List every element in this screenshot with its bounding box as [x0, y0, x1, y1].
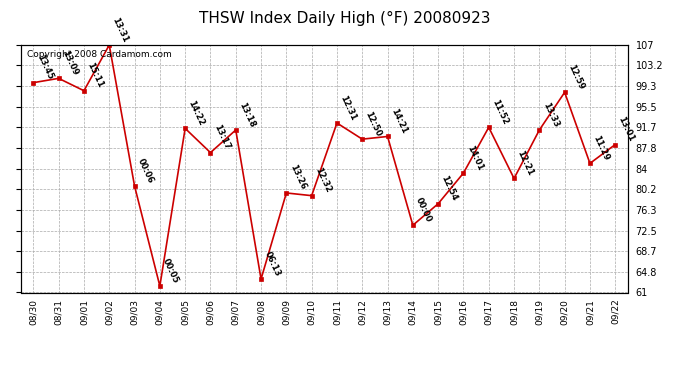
Text: 13:33: 13:33 — [541, 101, 560, 129]
Text: 12:32: 12:32 — [313, 166, 333, 194]
Text: 13:09: 13:09 — [60, 49, 79, 77]
Text: 12:50: 12:50 — [364, 110, 383, 138]
Text: 11:29: 11:29 — [591, 134, 611, 162]
Text: 15:11: 15:11 — [86, 61, 105, 89]
Text: 12:54: 12:54 — [440, 174, 459, 202]
Text: 13:01: 13:01 — [617, 115, 636, 143]
Text: 13:17: 13:17 — [212, 123, 231, 151]
Text: THSW Index Daily High (°F) 20080923: THSW Index Daily High (°F) 20080923 — [199, 11, 491, 26]
Text: 13:31: 13:31 — [110, 16, 130, 44]
Text: 00:05: 00:05 — [161, 257, 181, 285]
Text: Copyright 2008 Cardamom.com: Copyright 2008 Cardamom.com — [27, 50, 172, 59]
Text: 13:18: 13:18 — [237, 101, 257, 129]
Text: 14:22: 14:22 — [186, 99, 206, 127]
Text: 13:45: 13:45 — [34, 53, 55, 81]
Text: 12:59: 12:59 — [566, 63, 586, 91]
Text: 14:01: 14:01 — [465, 144, 484, 172]
Text: 00:06: 00:06 — [136, 157, 155, 184]
Text: 13:26: 13:26 — [288, 164, 307, 192]
Text: 12:31: 12:31 — [338, 94, 358, 122]
Text: 00:00: 00:00 — [414, 196, 433, 224]
Text: 14:21: 14:21 — [389, 107, 408, 135]
Text: 11:52: 11:52 — [490, 98, 510, 126]
Text: 06:13: 06:13 — [262, 250, 282, 278]
Text: 12:21: 12:21 — [515, 149, 535, 177]
